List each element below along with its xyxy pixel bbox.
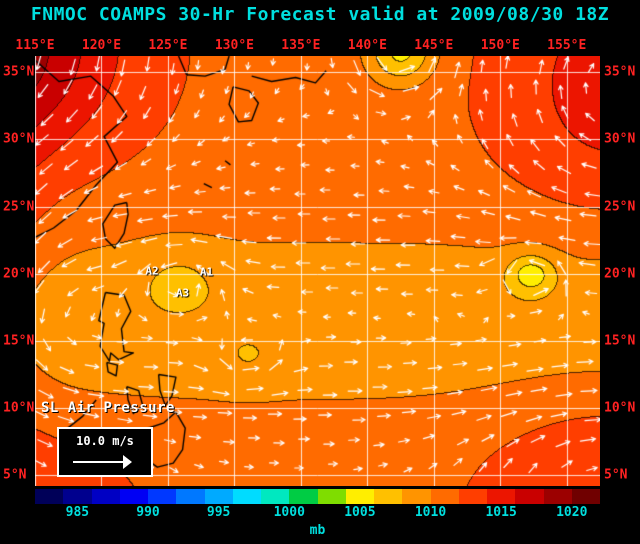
latitude-tick-label-left: 5°N xyxy=(3,467,27,483)
colorbar-segment xyxy=(119,489,148,504)
longitude-tick-label: 130°E xyxy=(214,38,254,53)
latitude-tick-label-left: 35°N xyxy=(3,64,35,80)
latitude-tick-label-left: 20°N xyxy=(3,266,35,282)
page-title: FNMOC COAMPS 30-Hr Forecast valid at 200… xyxy=(30,4,610,25)
colorbar-segment xyxy=(515,489,544,504)
field-label: SL Air Pressure xyxy=(41,400,175,416)
wind-scale-label: 10.0 m/s xyxy=(76,434,134,448)
colorbar-segment xyxy=(345,489,374,504)
wind-scale-arrowhead-icon xyxy=(123,455,132,469)
longitude-tick-label: 155°E xyxy=(547,38,587,53)
colorbar-segment xyxy=(176,489,205,504)
latitude-tick-label-right: 10°N xyxy=(604,400,636,416)
pressure-wind-map-canvas xyxy=(35,56,600,486)
colorbar-segment xyxy=(204,489,233,504)
wind-scale-box: 10.0 m/s xyxy=(57,427,153,477)
colorbar-segment xyxy=(35,489,64,504)
latitude-tick-label-right: 20°N xyxy=(604,266,636,282)
colorbar-segment xyxy=(261,489,290,504)
colorbar-segment xyxy=(487,489,516,504)
colorbar-unit-label: mb xyxy=(309,523,326,538)
colorbar-segment xyxy=(458,489,487,504)
colorbar-segment xyxy=(148,489,177,504)
longitude-tick-label: 135°E xyxy=(281,38,321,53)
colorbar-segment xyxy=(91,489,120,504)
latitude-tick-label-right: 35°N xyxy=(604,64,636,80)
colorbar-tick-label: 1010 xyxy=(414,505,447,520)
colorbar-tick-label: 1000 xyxy=(273,505,305,520)
colorbar-segment xyxy=(63,489,92,504)
longitude-tick-label: 125°E xyxy=(148,38,188,53)
storm-marker-a1: A1 xyxy=(199,265,214,279)
storm-marker-a2: A2 xyxy=(145,264,159,278)
colorbar-tick-label: 985 xyxy=(65,505,90,520)
longitude-tick-label: 120°E xyxy=(81,38,122,53)
latitude-tick-label-right: 5°N xyxy=(604,467,628,483)
colorbar-tick-label: 1020 xyxy=(556,505,588,520)
colorbar-segment xyxy=(571,489,600,504)
colorbar-segment xyxy=(289,489,318,504)
latitude-tick-label-left: 25°N xyxy=(3,199,35,214)
latitude-tick-label-right: 15°N xyxy=(604,333,636,349)
wind-scale-arrow xyxy=(73,461,125,463)
pressure-colorbar xyxy=(35,489,600,504)
latitude-tick-label-left: 30°N xyxy=(3,131,35,147)
storm-marker-a3: A3 xyxy=(175,286,190,299)
longitude-tick-label: 150°E xyxy=(480,38,520,53)
colorbar-segment xyxy=(430,489,459,504)
colorbar-segment xyxy=(317,489,346,504)
latitude-tick-label-right: 25°N xyxy=(604,199,636,214)
colorbar-tick-label: 990 xyxy=(136,505,160,520)
longitude-tick-label: 140°E xyxy=(347,38,387,53)
longitude-tick-label: 145°E xyxy=(414,38,454,53)
longitude-tick-label: 115°E xyxy=(15,38,55,53)
colorbar-tick-label: 1005 xyxy=(344,505,376,520)
colorbar-segment xyxy=(374,489,403,504)
latitude-tick-label-left: 10°N xyxy=(3,400,35,416)
colorbar-segment xyxy=(402,489,431,504)
latitude-tick-label-right: 30°N xyxy=(604,131,636,147)
colorbar-segment xyxy=(543,489,572,504)
latitude-tick-label-left: 15°N xyxy=(3,333,35,349)
colorbar-segment xyxy=(232,489,261,504)
colorbar-tick-label: 1015 xyxy=(485,505,517,520)
colorbar-tick-label: 995 xyxy=(206,505,231,520)
